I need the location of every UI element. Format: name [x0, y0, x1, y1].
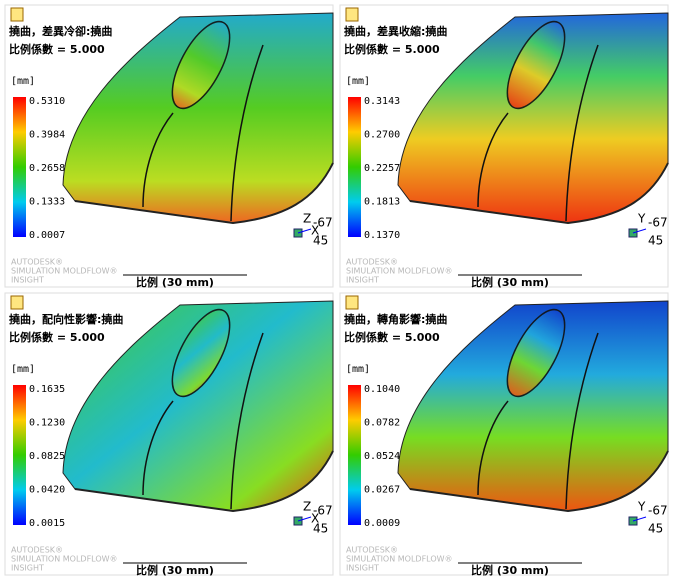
part-opening	[171, 308, 231, 398]
color-bar-label: 0.1370	[364, 230, 400, 241]
result-title: 撓曲，配向性影響:撓曲	[9, 312, 123, 326]
triad-axis-label: X	[311, 512, 319, 526]
result-title: 撓曲，差異收縮:撓曲	[344, 24, 447, 38]
watermark: INSIGHT	[11, 276, 44, 285]
triad-axis	[632, 228, 647, 234]
unit-label: [mm]	[11, 364, 35, 375]
lock-icon	[10, 295, 24, 310]
color-bar	[13, 97, 26, 237]
part-opening	[506, 20, 566, 110]
watermark: SIMULATION MOLDFLOW®	[11, 267, 118, 276]
scale-bar-label: 比例 (30 mm)	[136, 563, 214, 577]
scale-factor: 比例係數 = 5.000	[9, 330, 105, 344]
watermark: SIMULATION MOLDFLOW®	[346, 267, 453, 276]
result-title: 撓曲，差異冷卻:撓曲	[9, 24, 112, 38]
part-ridge	[230, 44, 264, 222]
part-ridge	[230, 332, 264, 510]
color-bar-label: 0.2700	[364, 130, 400, 141]
triad-axis-label: Y	[637, 212, 646, 226]
part-ridge	[142, 400, 174, 496]
part-edge	[409, 450, 669, 513]
color-bar-label: 0.0007	[29, 230, 65, 241]
watermark: AUTODESK®	[11, 258, 63, 267]
watermark: INSIGHT	[346, 564, 379, 573]
triad-axis-label: Y	[637, 500, 646, 514]
scale-bar-label: 比例 (30 mm)	[471, 563, 549, 577]
part-opening	[171, 20, 231, 110]
view-angle: 45	[313, 234, 328, 248]
watermark: SIMULATION MOLDFLOW®	[11, 555, 118, 564]
triad-axis-label: Z	[303, 500, 311, 514]
part-ridge	[477, 400, 509, 496]
triad-axis	[297, 516, 312, 522]
color-bar-label: 0.0782	[364, 418, 400, 429]
color-bar-label: 0.0015	[29, 518, 65, 529]
lock-icon	[345, 295, 359, 310]
lock-icon	[10, 7, 24, 22]
part-ridge	[477, 112, 509, 208]
color-bar-label: 0.0267	[364, 485, 400, 496]
color-bar-label: 0.0524	[364, 451, 400, 462]
scale-factor: 比例係數 = 5.000	[344, 330, 440, 344]
color-bar-label: 0.3143	[364, 96, 400, 107]
part-ridge	[142, 112, 174, 208]
color-bar-label: 0.5310	[29, 96, 65, 107]
result-title: 撓曲，轉角影響:撓曲	[344, 312, 447, 326]
watermark: SIMULATION MOLDFLOW®	[346, 555, 453, 564]
lock-icon	[345, 7, 359, 22]
view-angle: 45	[313, 522, 328, 536]
color-bar-label: 0.1230	[29, 418, 65, 429]
watermark: AUTODESK®	[346, 258, 398, 267]
part-ridge	[565, 332, 599, 510]
watermark: INSIGHT	[11, 564, 44, 573]
part-ridge	[565, 44, 599, 222]
view-angle: -67	[648, 216, 668, 230]
color-bar-label: 0.0825	[29, 451, 65, 462]
unit-label: [mm]	[11, 76, 35, 87]
scale-factor: 比例係數 = 5.000	[9, 42, 105, 56]
scale-bar-label: 比例 (30 mm)	[136, 275, 214, 289]
color-bar-label: 0.1040	[364, 384, 400, 395]
color-bar-label: 0.1813	[364, 197, 400, 208]
part-edge	[409, 162, 669, 225]
unit-label: [mm]	[346, 76, 370, 87]
triad-axis	[632, 516, 647, 522]
color-bar-label: 0.3984	[29, 130, 65, 141]
color-bar-label: 0.0420	[29, 485, 65, 496]
view-angle: -67	[648, 504, 668, 518]
color-bar	[348, 97, 361, 237]
watermark: AUTODESK®	[346, 546, 398, 555]
unit-label: [mm]	[346, 364, 370, 375]
watermark: AUTODESK®	[11, 546, 63, 555]
triad-axis-label: X	[311, 224, 319, 238]
watermark: INSIGHT	[346, 276, 379, 285]
triad-axis-label: Z	[303, 212, 311, 226]
triad-axis	[297, 228, 312, 234]
color-bar-label: 0.1635	[29, 384, 65, 395]
view-angle: -67	[313, 216, 333, 230]
scale-factor: 比例係數 = 5.000	[344, 42, 440, 56]
part-opening	[506, 308, 566, 398]
color-bar	[13, 385, 26, 525]
view-angle: 45	[648, 234, 663, 248]
color-bar	[348, 385, 361, 525]
scale-bar-label: 比例 (30 mm)	[471, 275, 549, 289]
view-angle: 45	[648, 522, 663, 536]
part-edge	[74, 162, 334, 225]
color-bar-label: 0.2257	[364, 163, 400, 174]
color-bar-label: 0.0009	[364, 518, 400, 529]
part-edge	[74, 450, 334, 513]
view-angle: -67	[313, 504, 333, 518]
color-bar-label: 0.2658	[29, 163, 65, 174]
color-bar-label: 0.1333	[29, 197, 65, 208]
